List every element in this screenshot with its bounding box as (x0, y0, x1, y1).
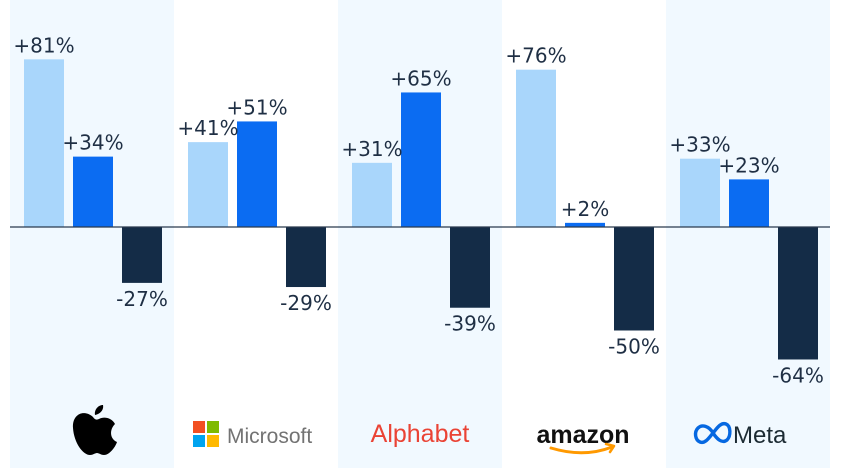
bar-alphabet-series-2 (401, 92, 441, 227)
meta-logo-text: Meta (733, 422, 787, 449)
bar-meta-series-2 (729, 179, 769, 227)
data-label-microsoft-series-3: -29% (280, 291, 332, 315)
bar-apple-series-3 (122, 227, 162, 283)
amazon-smile-icon (549, 445, 614, 455)
apple-leaf-icon (94, 405, 104, 415)
meta-infinity-icon (693, 421, 732, 445)
data-label-apple-series-2: +34% (62, 131, 123, 155)
meta-logo: Meta (693, 421, 787, 449)
data-label-apple-series-1: +81% (13, 33, 74, 57)
company-logos: Microsoft Alphabet amazon Meta (72, 405, 787, 455)
bar-microsoft-series-2 (237, 121, 277, 227)
data-labels: +81% +34% -27% +41%+51% -29% +31% +65% -39% +76%… (13, 33, 823, 387)
alphabet-logo-text: Alphabet (371, 420, 470, 448)
microsoft-logo: Microsoft (193, 421, 312, 448)
data-label-microsoft-series-1: +41% (177, 116, 238, 140)
data-label-amazon-series-3: -50% (608, 335, 660, 359)
data-label-meta-series-2: +23% (718, 153, 779, 177)
bar-meta-series-1 (680, 158, 720, 227)
amazon-arrow-icon (604, 442, 616, 454)
bar-alphabet-series-1 (352, 162, 392, 227)
data-label-amazon-series-1: +76% (505, 44, 566, 68)
data-label-microsoft-series-2: +51% (226, 95, 287, 119)
bar-meta-series-3 (778, 227, 818, 360)
amazon-logo: amazon (536, 421, 630, 455)
data-label-meta-series-1: +33% (669, 133, 730, 157)
bar-amazon-series-1 (516, 69, 556, 228)
microsoft-squares-icon (193, 421, 219, 447)
data-label-meta-series-3: -64% (772, 363, 824, 387)
bar-amazon-series-3 (614, 227, 654, 331)
bar-microsoft-series-3 (286, 227, 326, 288)
alphabet-logo: Alphabet (371, 420, 470, 448)
bar-microsoft-series-1 (188, 142, 228, 227)
data-label-amazon-series-2: +2% (561, 197, 610, 221)
data-label-alphabet-series-1: +31% (341, 137, 402, 161)
microsoft-logo-text: Microsoft (227, 425, 312, 448)
bars (24, 59, 818, 360)
amazon-logo-text: amazon (536, 421, 629, 449)
bar-apple-series-2 (73, 156, 113, 227)
data-label-alphabet-series-3: -39% (444, 312, 496, 336)
bar-amazon-series-2 (565, 222, 605, 227)
apple-logo (72, 405, 117, 455)
apple-icon (72, 413, 117, 455)
data-label-apple-series-3: -27% (116, 287, 168, 311)
bar-alphabet-series-3 (450, 227, 490, 308)
data-label-alphabet-series-2: +65% (390, 66, 451, 90)
bar-apple-series-1 (24, 59, 64, 227)
